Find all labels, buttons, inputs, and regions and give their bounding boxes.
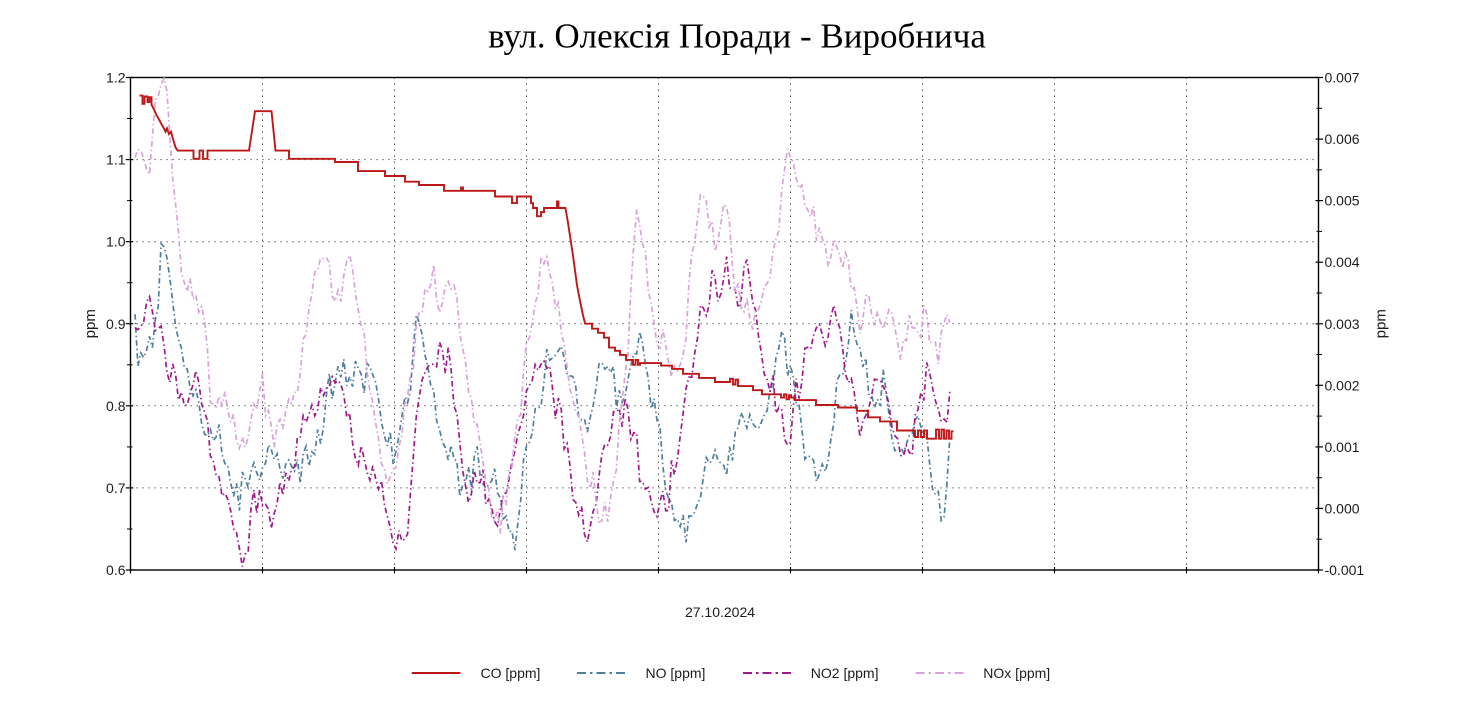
svg-text:0.007: 0.007 <box>1325 70 1360 86</box>
svg-text:0.8: 0.8 <box>106 398 126 414</box>
svg-text:0.7: 0.7 <box>106 480 126 496</box>
svg-text:ppm: ppm <box>1373 309 1390 338</box>
svg-text:0.002: 0.002 <box>1325 377 1360 393</box>
svg-text:0.003: 0.003 <box>1325 316 1360 332</box>
svg-text:0.000: 0.000 <box>1325 500 1360 516</box>
svg-text:1.2: 1.2 <box>106 70 126 86</box>
svg-text:0.6: 0.6 <box>106 562 126 578</box>
svg-text:NOx [ppm]: NOx [ppm] <box>983 665 1050 681</box>
svg-text:вул. Олексія Поради - Виробнич: вул. Олексія Поради - Виробнича <box>488 16 986 55</box>
svg-text:NO [ppm]: NO [ppm] <box>646 665 706 681</box>
svg-text:-0.001: -0.001 <box>1325 562 1365 578</box>
svg-text:ppm: ppm <box>82 309 99 338</box>
svg-text:0.006: 0.006 <box>1325 131 1360 147</box>
svg-text:0.9: 0.9 <box>106 316 126 332</box>
svg-text:27.10.2024: 27.10.2024 <box>685 604 755 620</box>
svg-text:1.1: 1.1 <box>106 152 126 168</box>
svg-text:0.005: 0.005 <box>1325 193 1360 209</box>
svg-text:1.0: 1.0 <box>106 234 126 250</box>
svg-text:0.001: 0.001 <box>1325 439 1360 455</box>
svg-text:0.004: 0.004 <box>1325 254 1360 270</box>
svg-text:NO2 [ppm]: NO2 [ppm] <box>811 665 879 681</box>
svg-text:CO [ppm]: CO [ppm] <box>481 665 541 681</box>
